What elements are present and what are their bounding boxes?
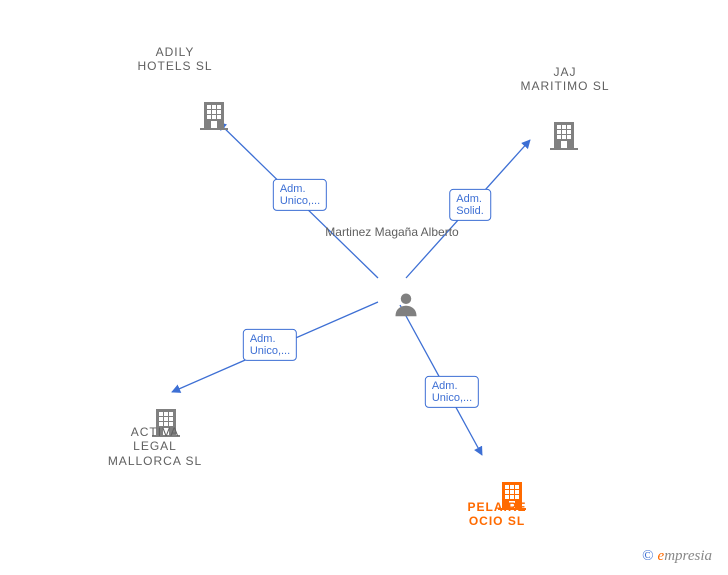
company-label: PELAIRE OCIO SL — [467, 500, 526, 529]
edge-layer — [0, 0, 728, 575]
copyright-icon: © — [642, 548, 653, 564]
edge-label: Adm. Unico,... — [273, 179, 327, 211]
company-label: ACTIVA LEGAL MALLORCA SL — [108, 425, 202, 468]
edge-label: Adm. Solid. — [449, 189, 491, 221]
watermark: ©empresia — [642, 548, 712, 565]
edge-label: Adm. Unico,... — [425, 376, 479, 408]
company-label: JAJ MARITIMO SL — [520, 65, 609, 94]
company-label: ADILY HOTELS SL — [137, 45, 212, 74]
edge-label: Adm. Unico,... — [243, 329, 297, 361]
center-person-label: Martinez Magaña Alberto — [325, 225, 458, 239]
